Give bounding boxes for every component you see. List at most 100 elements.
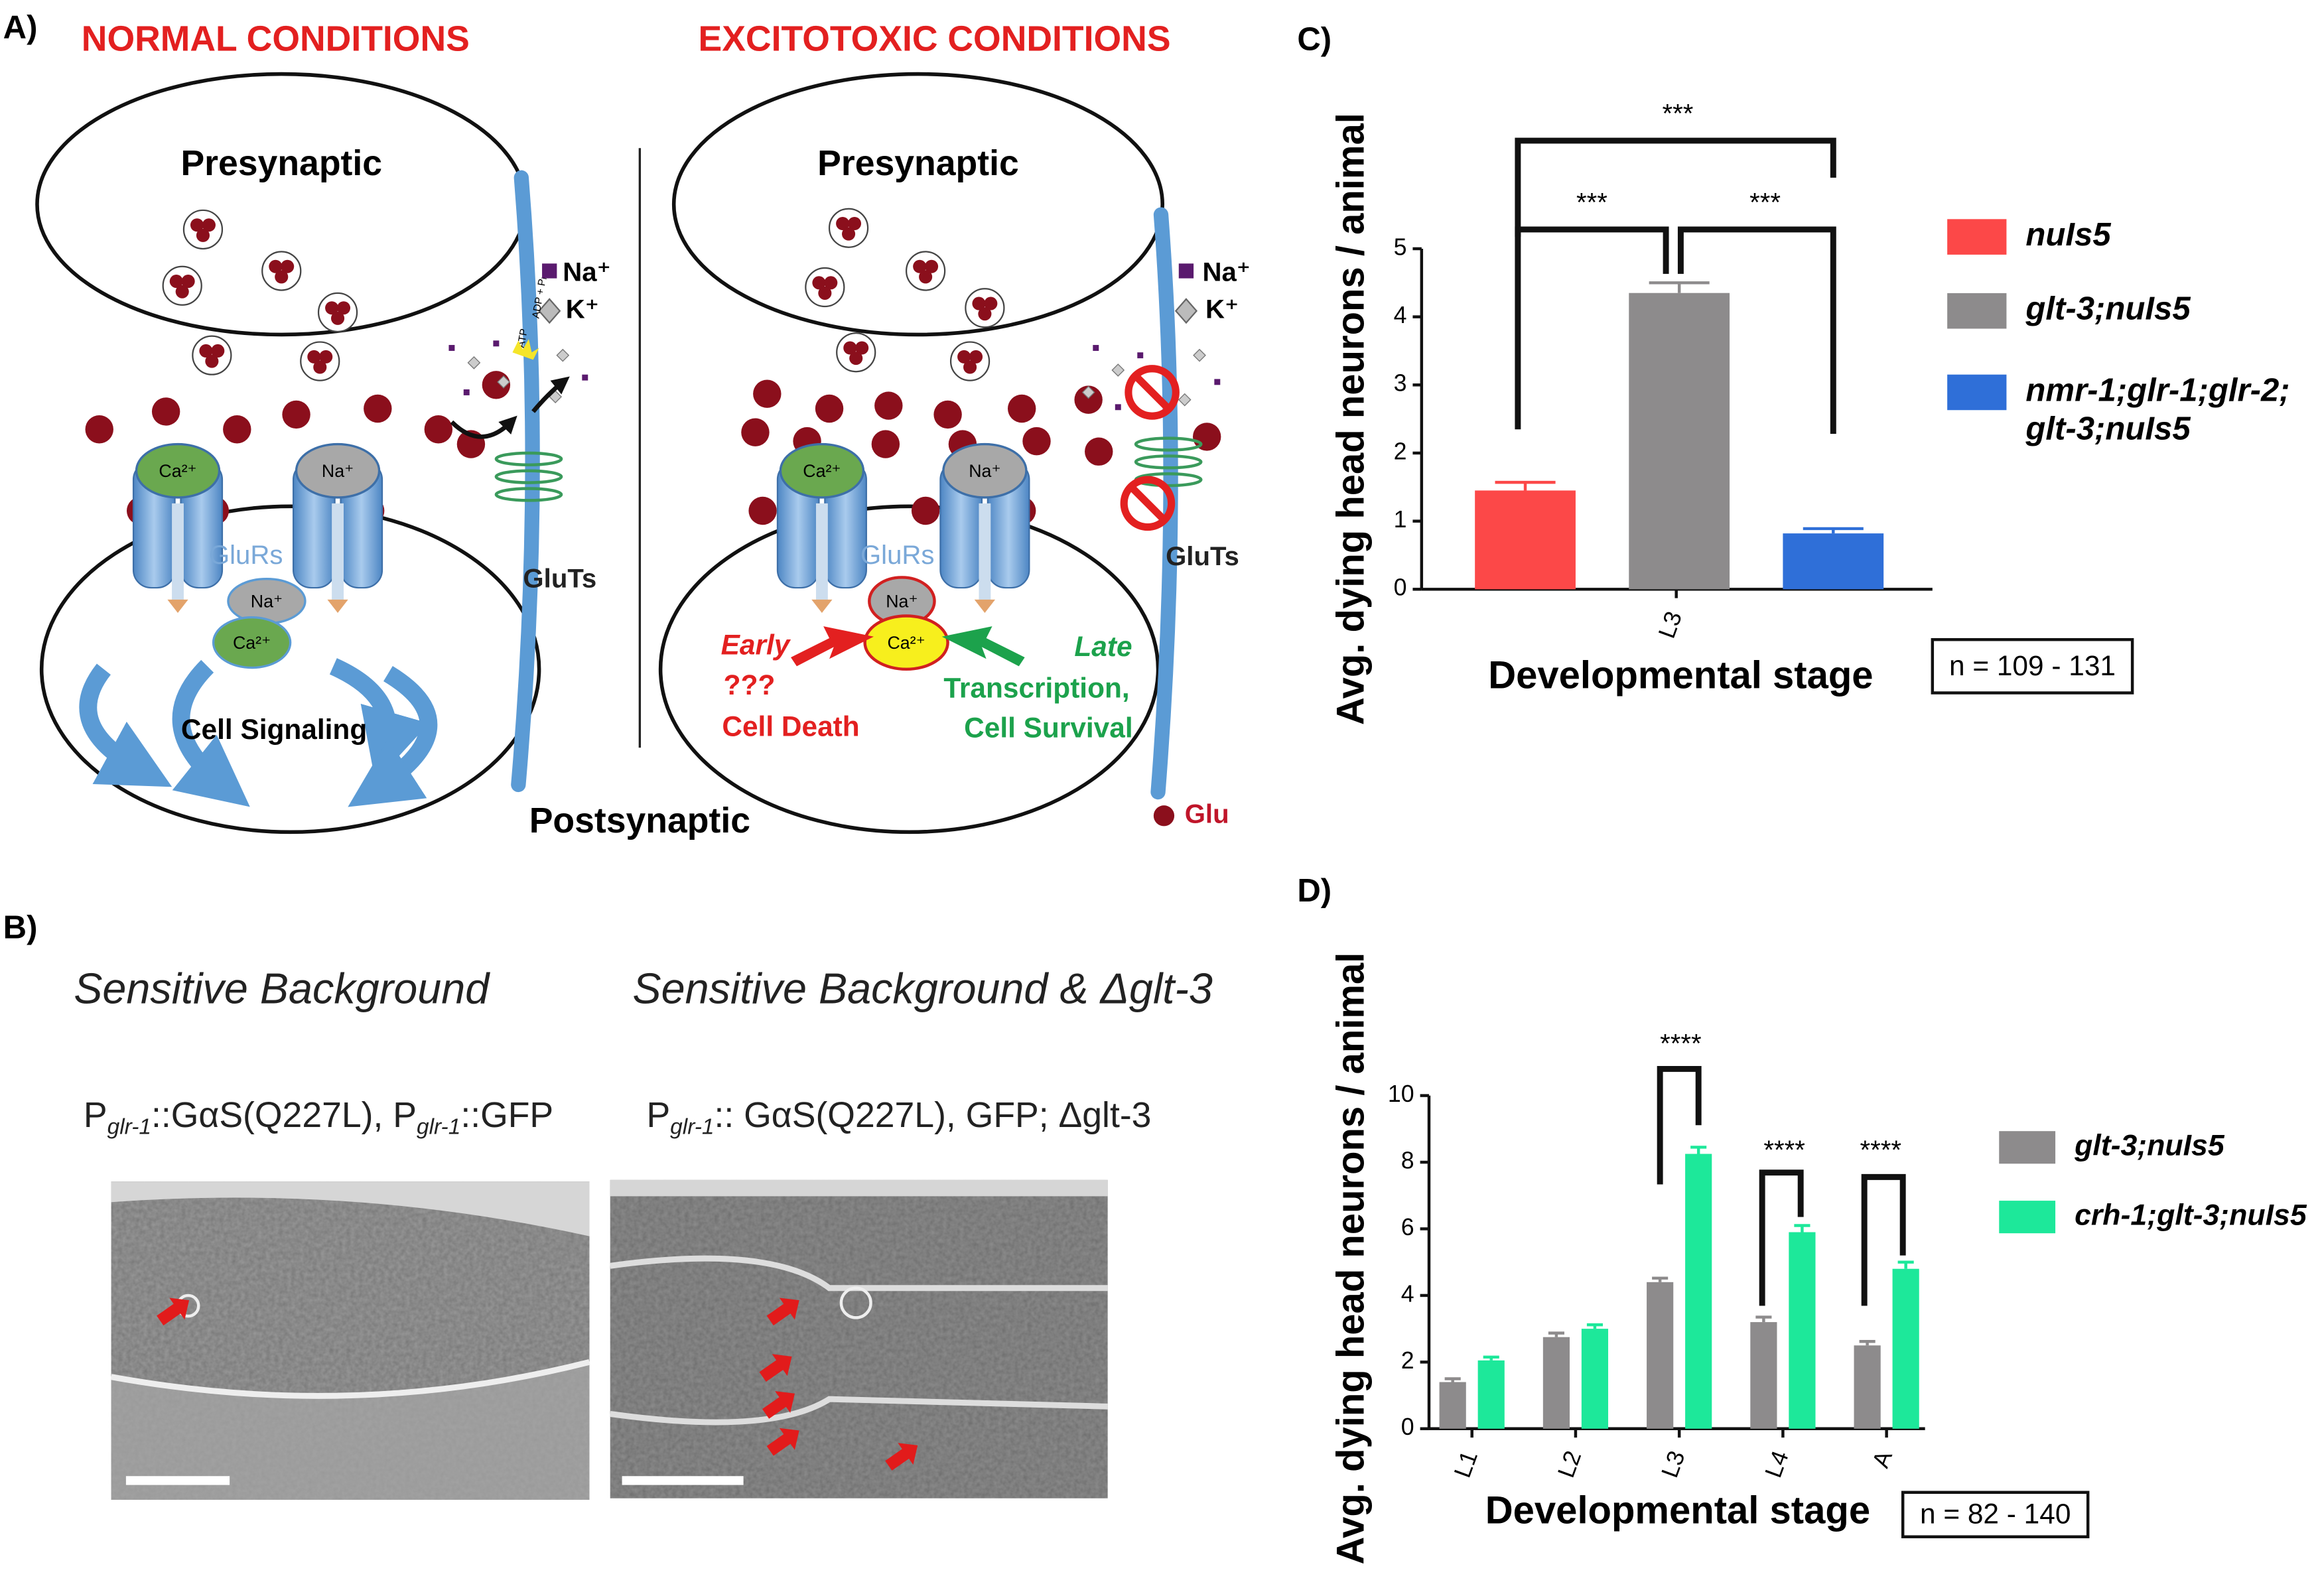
- diagram-title: NORMAL CONDITIONS: [82, 20, 470, 59]
- x-axis-label: Developmental stage: [1485, 1489, 1870, 1532]
- vesicle-glu: [978, 307, 992, 321]
- bar: [1647, 1282, 1674, 1429]
- cell-label: Presynaptic: [180, 144, 382, 183]
- error-bar: [1495, 480, 1556, 491]
- survival-label: Cell Survival: [964, 712, 1132, 744]
- bar: [1475, 490, 1576, 590]
- legend-label: crh-1;glt-3;nuIs5: [2075, 1199, 2307, 1231]
- legend-line: glt-3;nuIs5: [2025, 411, 2191, 446]
- vesicle-glu: [190, 218, 204, 232]
- pointer-arrow: [766, 1297, 799, 1326]
- cell-label: Presynaptic: [817, 144, 1019, 183]
- bar: [1685, 1154, 1712, 1429]
- micrograph-image: [610, 1179, 1108, 1498]
- micrograph-title: Sensitive Background: [74, 964, 490, 1012]
- pointer-arrow: [762, 1391, 795, 1419]
- y-tick-label: 8: [1401, 1147, 1414, 1173]
- ion-label: Na⁺: [251, 591, 283, 611]
- significance-bracket: [1677, 226, 1836, 434]
- na-ion: [448, 345, 455, 351]
- vesicle-glu: [319, 350, 333, 364]
- significance-bracket: [1515, 137, 1836, 237]
- legend-swatch: [1947, 374, 2007, 411]
- legend-swatch: [1947, 219, 2007, 255]
- x-tick-label: L2: [1552, 1447, 1586, 1481]
- x-tick-label: L1: [1449, 1447, 1483, 1481]
- caption-part: P: [646, 1096, 670, 1135]
- glu-molecule: [741, 418, 770, 446]
- vesicle-glu: [211, 344, 225, 358]
- note: n = 82 - 140: [1920, 1498, 2071, 1530]
- uptake-arrow: [450, 415, 517, 439]
- panel-label: A): [3, 10, 38, 46]
- micrograph-caption: Pglr-1:: GαS(Q227L), GFP; Δglt-3: [646, 1096, 1151, 1139]
- bar: [1789, 1232, 1816, 1429]
- vesicle-glu: [849, 352, 863, 366]
- error-bar: [1649, 281, 1710, 293]
- bar: [1581, 1329, 1609, 1429]
- y-tick-label: 5: [1394, 233, 1407, 260]
- legend-label: glt-3;nuIs5: [2025, 291, 2191, 327]
- glu-molecule: [1074, 385, 1103, 414]
- panel-label: D): [1297, 873, 1332, 909]
- transporter-coil: [1134, 454, 1203, 470]
- uptake-arrow: [531, 376, 570, 413]
- glu-molecule: [364, 394, 392, 423]
- k-ion: [1178, 393, 1192, 407]
- note: n = 109 - 131: [1949, 650, 2116, 681]
- y-tick-label: 0: [1401, 1414, 1414, 1440]
- signal-arrow: [172, 659, 250, 807]
- signal-arrow: [348, 666, 438, 807]
- bar: [1750, 1322, 1777, 1429]
- na-ion: [1093, 345, 1099, 351]
- vesicle-glu: [843, 341, 857, 355]
- micrographs: Sensitive Background Sensitive Backgroun…: [74, 964, 1213, 1500]
- presynaptic-cell: [671, 72, 1165, 337]
- transporter-coil: [1134, 436, 1203, 452]
- vesicle-glu: [842, 227, 856, 241]
- diagram: NORMAL CONDITIONS EXCITOTOXIC CONDITIONS…: [35, 20, 1251, 840]
- significance-bracket: [1657, 1065, 1702, 1185]
- bar: [1783, 533, 1884, 590]
- error-bar: [1690, 1146, 1707, 1154]
- ion: [212, 616, 292, 669]
- ion-label: Ca²⁺: [159, 461, 196, 481]
- glu-molecule: [933, 400, 962, 429]
- k-icon: [538, 298, 561, 324]
- receptor-pore: [172, 503, 184, 600]
- y-tick-label: 2: [1401, 1347, 1414, 1374]
- y-tick-label: 2: [1394, 438, 1407, 464]
- y-tick-label: 1: [1394, 506, 1407, 533]
- error-bar: [1586, 1323, 1604, 1329]
- error-bar: [1444, 1377, 1461, 1382]
- error-bar: [1548, 1331, 1564, 1337]
- vesicle-glu: [313, 360, 327, 374]
- survival-arrow: [941, 626, 1025, 667]
- na-ion: [463, 389, 470, 395]
- bar: [1439, 1382, 1466, 1429]
- receptor-pore: [332, 503, 344, 600]
- significance-label: ****: [1660, 1028, 1702, 1058]
- glu-molecule: [911, 496, 940, 525]
- significance-label: ***: [1576, 188, 1607, 218]
- vesicle-glu: [336, 301, 351, 315]
- glu-molecule: [871, 430, 900, 458]
- significance-bracket: [1759, 1169, 1804, 1306]
- legend-line: nmr-1;glr-1;glr-2;: [2025, 372, 2289, 408]
- y-tick-label: 10: [1388, 1081, 1414, 1107]
- bar: [1854, 1345, 1881, 1429]
- glurs-label: GluRs: [860, 540, 935, 570]
- bar: [1629, 293, 1730, 590]
- legend-label: glt-3;nuIs5: [2074, 1130, 2225, 1162]
- ion-label: Na⁺: [322, 461, 354, 481]
- pointer-arrow: [885, 1443, 918, 1471]
- y-tick-label: 4: [1394, 302, 1407, 328]
- glu-molecule: [85, 415, 113, 444]
- receptor-pore: [979, 503, 991, 600]
- na-ion: [1214, 379, 1221, 385]
- blocked-sign: [1120, 476, 1176, 531]
- vesicle-glu: [169, 275, 183, 289]
- micrograph-image: [110, 1181, 590, 1500]
- receptor-arrow: [167, 599, 188, 614]
- signaling-label: Cell Signaling: [181, 714, 367, 745]
